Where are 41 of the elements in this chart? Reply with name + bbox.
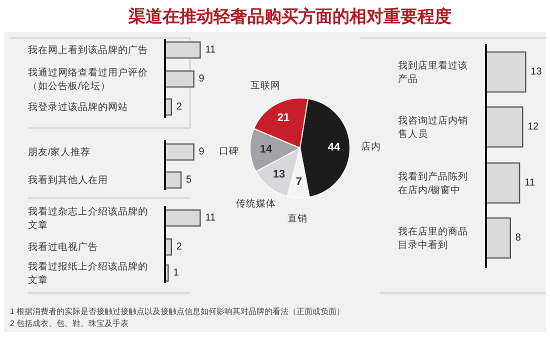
data-label: 2 (176, 102, 182, 113)
chart-title: 渠道在推动轻奢品购买方面的相对重要程度 (128, 7, 452, 26)
data-label: 7 (296, 176, 302, 188)
y-tick-label: 我看到产品陈列在店内/橱窗中 (398, 170, 468, 196)
y-tick-label: 我在网上看到该品牌的广告 (28, 44, 148, 56)
text: 1 根据消费者的实际是否接触过接触点以及接触点信息如何影响其对品牌的看法（正面或负面） (10, 307, 345, 316)
slice-label: 店内 (360, 140, 381, 152)
data-label: 11 (524, 178, 536, 189)
y-tick-label: 朋友/家人推荐 (28, 146, 91, 158)
data-label: 8 (515, 232, 522, 244)
data-label: 12 (528, 122, 540, 133)
data-label: 9 (198, 146, 205, 158)
y-tick-label: 我登录过该品牌的网站 (28, 100, 128, 113)
data-label: 21 (277, 112, 290, 124)
y-tick-label: 我在店里的商品目录中看到 (398, 224, 468, 250)
y-tick-label: 我看过报纸上介绍该品牌的文章 (28, 260, 148, 286)
text: 2 包括成衣、包、鞋、珠宝及手表 (10, 319, 129, 328)
data-label: 9 (198, 74, 205, 85)
bar (485, 162, 520, 204)
data-label: 44 (328, 141, 341, 154)
y-tick-label: 我看到其他人在用 (28, 174, 108, 186)
bar (485, 51, 526, 93)
slice-label: 传统媒体 (236, 197, 276, 210)
y-tick-label: 我咨询过店内销售人员 (398, 114, 468, 140)
y-tick-label: 我看过电视广告 (28, 240, 98, 253)
bar (485, 106, 524, 148)
bar (485, 217, 511, 259)
data-label: 1 (173, 268, 180, 279)
y-tick-label: 我到店里看过该产品 (398, 58, 468, 84)
data-label: 14 (260, 143, 274, 156)
y-tick-label: 我看过杂志上介绍该品牌的文章 (28, 204, 148, 230)
data-label: 5 (186, 174, 192, 186)
data-label: 13 (530, 66, 542, 78)
slice-label: 直销 (288, 212, 308, 224)
slice-label: 互联网 (250, 79, 281, 92)
data-label: 11 (205, 212, 216, 224)
y-tick-label: 我通过网络查看过用户评价（如公告板/论坛） (28, 66, 148, 92)
data-label: 2 (176, 242, 182, 253)
slice-label: 口碑 (219, 144, 240, 157)
data-label: 11 (205, 44, 216, 56)
data-label: 13 (272, 168, 286, 181)
